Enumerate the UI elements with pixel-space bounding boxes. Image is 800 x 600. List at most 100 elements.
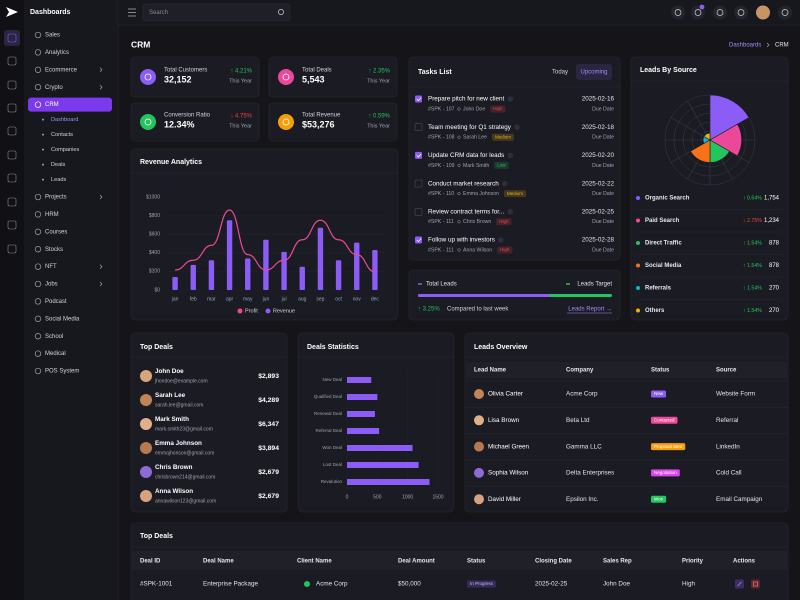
stat-period: This Year	[367, 78, 390, 84]
closing-date: 2025-02-25	[535, 581, 568, 588]
checkbox[interactable]	[414, 179, 423, 188]
toolbar-button[interactable]	[778, 5, 792, 20]
column-header: Deal Name	[203, 559, 234, 565]
rail-icon[interactable]	[7, 244, 17, 254]
breadcrumb-separator	[766, 42, 770, 48]
status-badge-bg	[651, 443, 686, 451]
rail-icon[interactable]	[7, 126, 17, 136]
card	[268, 102, 398, 142]
checkbox[interactable]	[415, 151, 422, 159]
submenu-item[interactable]: Companies	[51, 147, 79, 153]
rail-icon[interactable]	[7, 80, 17, 90]
stat-label: Total Customers	[164, 68, 207, 74]
stat-value: 32,152	[164, 74, 192, 84]
bar	[281, 251, 287, 290]
priority-badge: Medium	[495, 134, 511, 139]
submenu-item[interactable]: Leads	[51, 177, 66, 183]
menu-item[interactable]: School	[45, 334, 63, 340]
toolbar-button[interactable]	[756, 5, 770, 20]
tab[interactable]: Today	[552, 70, 568, 76]
submenu-item[interactable]: Deals	[51, 162, 66, 168]
stat-period: This Year	[229, 78, 252, 84]
column-header: Priority	[682, 559, 704, 565]
chevron	[99, 84, 103, 90]
active-item	[28, 97, 112, 112]
menu-icon	[34, 211, 42, 218]
bar	[226, 220, 233, 290]
card-title: Revenue Analytics	[140, 159, 202, 166]
chevron	[99, 264, 103, 269]
search-placeholder: Search	[149, 10, 168, 16]
delete-button[interactable]	[751, 579, 760, 589]
menu-icon	[34, 280, 42, 288]
menu-item[interactable]: Courses	[45, 229, 67, 235]
checkbox[interactable]	[414, 123, 423, 131]
menu-item[interactable]: Analytics	[45, 50, 69, 56]
search-box[interactable]	[142, 3, 291, 22]
table-header	[466, 362, 787, 378]
bar	[208, 260, 215, 290]
client-logo	[304, 581, 310, 587]
column-header: Lead Name	[474, 368, 507, 374]
menu-icon	[34, 246, 42, 253]
lead-source: Website Form	[716, 391, 755, 398]
submenu-item[interactable]: Contacts	[51, 132, 73, 138]
avatar	[474, 494, 484, 505]
menu-item[interactable]: Podcast	[45, 299, 67, 305]
rail-icon[interactable]	[7, 173, 17, 183]
menu-item[interactable]: HRM	[45, 212, 59, 218]
source-name: Social Media	[645, 263, 682, 269]
bullet	[42, 178, 44, 181]
source-name: Others	[645, 308, 665, 314]
menu-item[interactable]: POS System	[45, 369, 79, 375]
menu-item[interactable]: NFT	[45, 264, 57, 270]
rail-icon[interactable]	[7, 103, 17, 113]
breadcrumb-link[interactable]: Dashboards	[729, 43, 761, 49]
rail-icon[interactable]	[7, 33, 17, 43]
toolbar-button[interactable]	[671, 5, 685, 20]
bar	[372, 250, 378, 290]
rail-icon[interactable]	[7, 197, 17, 207]
bar	[317, 227, 324, 290]
report-link[interactable]: Leads Report →	[568, 307, 612, 313]
menu-item[interactable]: Crypto	[45, 85, 63, 91]
checkbox[interactable]	[414, 208, 423, 216]
priority-badge-bg	[490, 105, 506, 113]
task-date: 2025-02-22	[582, 180, 615, 187]
card-title: Tasks List	[418, 69, 452, 76]
rail-icon[interactable]	[7, 56, 17, 66]
toolbar-button[interactable]	[734, 5, 748, 20]
menu-item[interactable]: Projects	[45, 195, 67, 201]
source-name: Referrals	[645, 286, 672, 292]
submenu-item[interactable]: Dashboard	[51, 117, 78, 123]
rail-icon[interactable]	[7, 220, 17, 230]
stat-change: ↑ 2.35%	[368, 69, 390, 75]
legend-swatch	[636, 218, 640, 223]
lead-company: Epsilon Inc.	[566, 496, 599, 503]
tab-active[interactable]: Upcoming	[580, 70, 607, 76]
rail-icon[interactable]	[7, 150, 17, 160]
task-title: Follow up with investors	[428, 237, 495, 244]
avatar	[474, 389, 484, 399]
stat-glyph	[282, 73, 290, 81]
checkbox[interactable]	[415, 95, 422, 103]
x-tick-label: sep	[316, 296, 324, 302]
menu-item[interactable]: Jobs	[45, 282, 58, 288]
progress-label: Total Leads	[426, 282, 457, 288]
toolbar-button[interactable]	[713, 5, 727, 20]
checkbox[interactable]	[415, 236, 422, 244]
card-title: Top Deals	[140, 533, 173, 540]
menu-icon	[34, 263, 42, 270]
menu-item[interactable]: Social Media	[45, 316, 80, 322]
menu-item[interactable]: Sales	[45, 33, 60, 39]
menu-item[interactable]: Stocks	[45, 247, 63, 253]
stat-change: ↑ 4.21%	[230, 69, 252, 75]
chevron	[99, 281, 103, 287]
bar	[347, 445, 413, 451]
x-tick-label: aug	[298, 296, 307, 302]
menu-item[interactable]: CRM	[45, 102, 59, 108]
task-assignee: Emma Johnson	[463, 191, 499, 197]
menu-item[interactable]: Medical	[45, 351, 66, 357]
menu-item[interactable]: Ecommerce	[45, 67, 78, 73]
status-badge-bg	[651, 469, 680, 477]
